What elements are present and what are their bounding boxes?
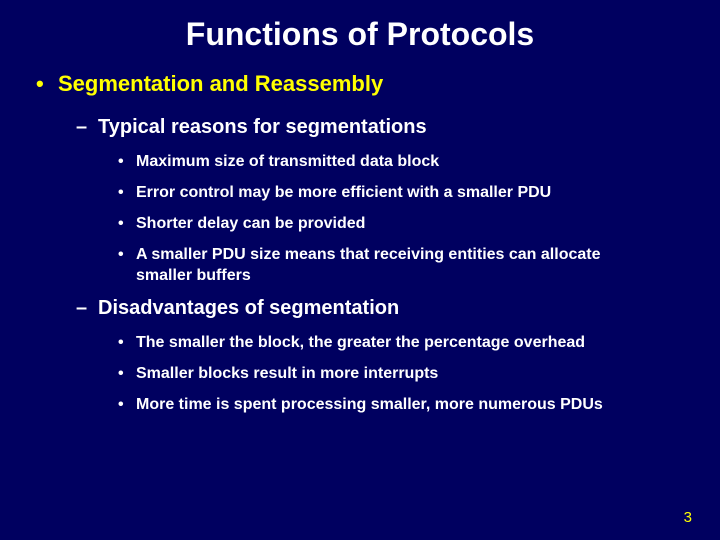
section1-item: Error control may be more efficient with… [0, 183, 720, 214]
slide-title: Functions of Protocols [0, 0, 720, 71]
section2-item: More time is spent processing smaller, m… [0, 395, 720, 426]
section2-item: Smaller blocks result in more interrupts [0, 364, 720, 395]
bullet-level1: Segmentation and Reassembly [0, 71, 720, 115]
section1-item: Shorter delay can be provided [0, 214, 720, 245]
section2-item: The smaller the block, the greater the p… [0, 333, 720, 364]
section1-item: Maximum size of transmitted data block [0, 152, 720, 183]
section1-item: A smaller PDU size means that receiving … [0, 245, 720, 297]
section1-heading: Typical reasons for segmentations [0, 115, 720, 152]
page-number: 3 [684, 509, 692, 526]
section2-heading: Disadvantages of segmentation [0, 296, 720, 333]
